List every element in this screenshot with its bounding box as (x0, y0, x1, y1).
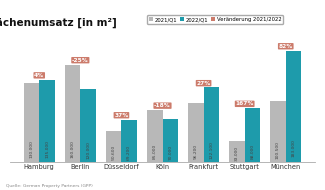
Text: 4%: 4% (34, 73, 44, 78)
Text: 70.000: 70.000 (168, 145, 172, 160)
Text: 160.000: 160.000 (71, 140, 74, 158)
Bar (65, 65, 80, 162)
Text: -25%: -25% (72, 58, 89, 63)
Bar (188, 103, 203, 162)
Text: 69.200: 69.200 (127, 145, 131, 160)
Bar (24, 83, 39, 162)
Bar (203, 87, 219, 162)
Legend: 2021/Q1, 2022/Q1, Veränderung 2021/2022: 2021/Q1, 2022/Q1, Veränderung 2021/2022 (147, 15, 283, 24)
Bar (122, 120, 137, 162)
Text: 33.000: 33.000 (235, 146, 239, 161)
Text: 85.000: 85.000 (153, 144, 157, 159)
Text: 183.000: 183.000 (292, 139, 295, 157)
Text: 82%: 82% (279, 44, 293, 49)
Text: -18%: -18% (154, 103, 171, 108)
Text: 96.200: 96.200 (194, 144, 198, 159)
Text: 37%: 37% (114, 113, 129, 118)
Bar (270, 101, 286, 162)
Text: 27%: 27% (196, 81, 211, 86)
Bar (106, 131, 122, 162)
Text: Flächenumsatz [in m²]: Flächenumsatz [in m²] (0, 18, 117, 28)
Bar (286, 51, 301, 162)
Bar (39, 80, 55, 162)
Bar (147, 110, 162, 162)
Text: Quelle: German Property Partners (GPP): Quelle: German Property Partners (GPP) (6, 184, 93, 188)
Text: 122.100: 122.100 (209, 141, 214, 158)
Text: 130.000: 130.000 (30, 140, 33, 158)
Text: 50.600: 50.600 (111, 145, 116, 160)
Text: 167%: 167% (236, 101, 254, 106)
Bar (162, 119, 178, 162)
Bar (229, 142, 245, 162)
Text: 120.000: 120.000 (86, 141, 90, 159)
Text: 100.500: 100.500 (276, 141, 280, 159)
Text: 88.000: 88.000 (251, 144, 254, 159)
Bar (245, 108, 260, 162)
Bar (80, 89, 96, 162)
Text: 135.000: 135.000 (45, 140, 49, 158)
